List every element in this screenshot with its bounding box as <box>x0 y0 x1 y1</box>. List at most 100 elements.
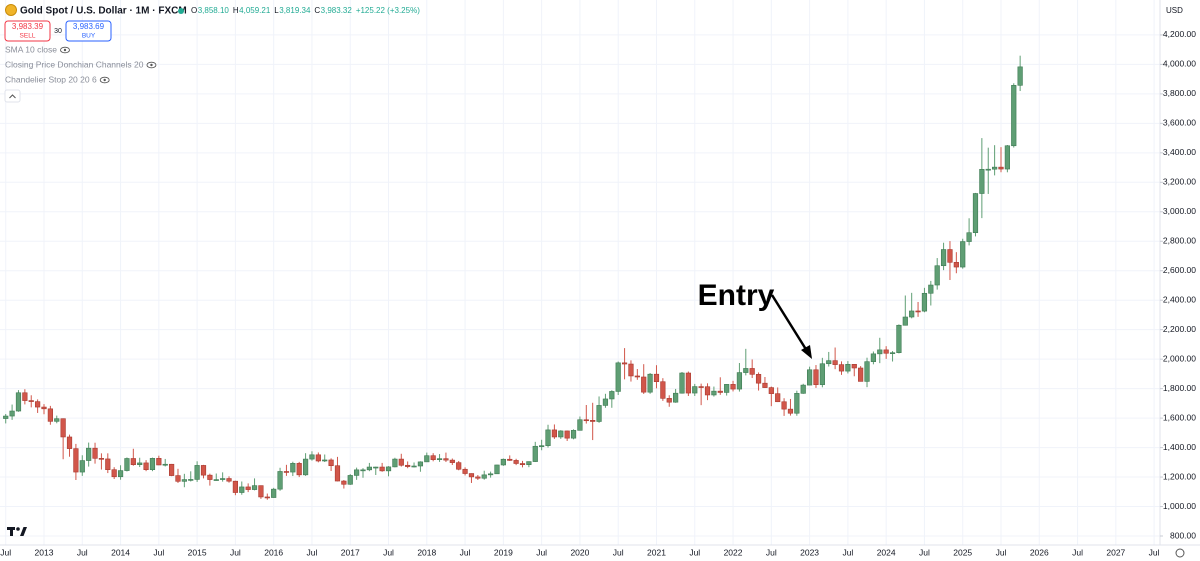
y-tick-label: 4,200.00 <box>1163 29 1196 39</box>
candle-body <box>443 458 449 461</box>
x-tick-label: 2017 <box>341 547 360 557</box>
candle-body <box>1017 66 1023 86</box>
buy-button[interactable] <box>65 20 112 42</box>
candle-body <box>92 447 98 459</box>
indicator-eye[interactable] <box>146 61 157 69</box>
candle-body <box>532 445 538 462</box>
candle-body <box>251 485 258 490</box>
y-tick-label: 1,600.00 <box>1163 412 1196 422</box>
candle-body <box>998 166 1004 170</box>
candle-body <box>73 448 79 473</box>
candle-body <box>188 479 194 481</box>
candle-body <box>883 349 889 354</box>
candle-body <box>762 382 768 388</box>
axes: 800.00 1,000.00 1,200.00 1,400.00 1,600.00 1,… <box>0 29 1196 557</box>
candle-body <box>15 392 22 412</box>
candle-body <box>813 369 819 385</box>
indicator-label: Chandelier Stop 20 20 6 <box>5 74 97 84</box>
candle-body <box>800 384 806 394</box>
ohlc-value: 3,983.32 <box>321 6 353 15</box>
x-tick-label: Jul <box>460 547 471 557</box>
candle-body <box>902 316 908 326</box>
candle-body <box>475 476 481 479</box>
candle-body <box>449 459 455 463</box>
candle-body <box>953 262 959 268</box>
collapse-button[interactable] <box>4 89 21 103</box>
candle-body <box>245 486 251 490</box>
candle-body <box>347 475 353 485</box>
indicator-eye[interactable] <box>99 76 110 84</box>
y-tick-label: 2,800.00 <box>1163 236 1196 246</box>
x-tick-label: Jul <box>842 547 853 557</box>
x-tick-label: Jul <box>77 547 88 557</box>
candle-body <box>679 372 685 394</box>
x-tick-label: Jul <box>996 547 1007 557</box>
candle-body <box>392 458 398 468</box>
candle-body <box>169 463 175 476</box>
candle-body <box>456 462 462 470</box>
x-tick-label: 2026 <box>1030 547 1049 557</box>
candle-body <box>79 460 85 473</box>
indicator-eye-pupil <box>63 48 67 52</box>
candle-body <box>960 241 966 268</box>
y-tick-label: 4,000.00 <box>1163 59 1196 69</box>
candle-body <box>213 479 219 481</box>
candle-body <box>366 466 372 471</box>
candle-body <box>832 360 838 365</box>
header: Gold Spot / U.S. Dollar · 1M · FXCM O 3,8… <box>4 4 420 103</box>
candle-body <box>928 284 934 294</box>
candle-body <box>647 373 653 393</box>
candle-body <box>736 372 743 390</box>
candle-body <box>385 466 392 472</box>
candle-body <box>673 392 679 403</box>
indicator-eye[interactable] <box>60 46 70 54</box>
candle-body <box>749 368 755 375</box>
candle-body <box>309 454 315 460</box>
candle-body <box>239 486 245 493</box>
ohlc-change: +125.22 (+3.25%) <box>356 6 420 15</box>
candle-body <box>226 478 232 482</box>
logo-part <box>10 527 13 536</box>
x-tick-label: Jul <box>1072 547 1083 557</box>
candle-body <box>354 469 360 476</box>
sell-button[interactable] <box>4 20 51 42</box>
candle-body <box>487 473 494 476</box>
sell-price: 3,983.39 <box>12 22 44 31</box>
settings-icon[interactable] <box>1175 548 1185 558</box>
candle-body <box>896 324 902 353</box>
x-tick-label: 2020 <box>570 547 589 557</box>
candle-body <box>143 462 149 470</box>
candle-body <box>194 465 200 480</box>
candle-body <box>979 169 985 194</box>
symbol-title: Gold Spot / U.S. Dollar · 1M · FXCM <box>20 6 187 17</box>
indicator-eye-pupil <box>150 63 153 67</box>
ohlc-value: 3,858.10 <box>198 6 230 15</box>
candle-body <box>494 464 500 475</box>
candle-body <box>424 455 430 463</box>
candle-body <box>826 360 832 365</box>
x-tick-label: 2013 <box>35 547 54 557</box>
annotation-arrow <box>770 294 809 352</box>
candle-body <box>411 465 417 468</box>
candle-body <box>730 384 736 390</box>
candle-body <box>98 458 105 460</box>
candle-body <box>290 463 296 473</box>
candle-body <box>379 466 385 472</box>
candle-body <box>972 193 979 234</box>
candle-body <box>704 386 711 396</box>
candle-body <box>111 469 117 478</box>
candle-body <box>66 436 73 449</box>
candle-body <box>271 488 277 498</box>
candle-body <box>1004 145 1010 170</box>
candle-body <box>596 405 602 422</box>
candle-body <box>41 406 47 410</box>
candle-body <box>915 310 921 313</box>
candle-body <box>500 458 506 466</box>
x-tick-label: Jul <box>766 547 777 557</box>
x-tick-label: Jul <box>1149 547 1160 557</box>
candle-body <box>162 463 168 466</box>
candle-body <box>570 430 577 439</box>
candle-body <box>768 387 774 394</box>
candle-body <box>468 473 475 478</box>
ohlc-key: H <box>233 6 239 15</box>
